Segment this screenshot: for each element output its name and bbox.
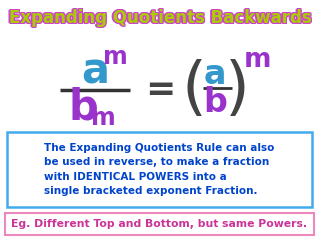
Text: Expanding Quotients Backwards: Expanding Quotients Backwards <box>10 8 312 26</box>
Text: Expanding Quotients Backwards: Expanding Quotients Backwards <box>9 8 311 26</box>
Text: m: m <box>244 47 272 73</box>
Text: a: a <box>204 59 226 91</box>
Text: ): ) <box>225 59 249 121</box>
Text: The Expanding Quotients Rule can also
be used in reverse, to make a fraction
wit: The Expanding Quotients Rule can also be… <box>44 143 275 196</box>
Text: Expanding Quotients Backwards: Expanding Quotients Backwards <box>10 10 312 28</box>
Text: Eg. Different Top and Bottom, but same Powers.: Eg. Different Top and Bottom, but same P… <box>12 219 308 229</box>
Text: b: b <box>68 87 98 129</box>
Text: a: a <box>81 51 109 93</box>
Text: Expanding Quotients Backwards: Expanding Quotients Backwards <box>8 10 310 28</box>
Text: (: ( <box>181 59 206 121</box>
Text: b: b <box>203 86 227 120</box>
Text: Expanding Quotients Backwards: Expanding Quotients Backwards <box>9 10 311 28</box>
Text: Expanding Quotients Backwards: Expanding Quotients Backwards <box>7 9 310 27</box>
FancyBboxPatch shape <box>5 213 314 235</box>
Text: Expanding Quotients Backwards: Expanding Quotients Backwards <box>10 9 313 27</box>
Text: m: m <box>103 45 127 69</box>
Text: Expanding Quotients Backwards: Expanding Quotients Backwards <box>8 8 310 26</box>
Text: =: = <box>145 73 175 107</box>
Text: Expanding Quotients Backwards: Expanding Quotients Backwards <box>9 9 311 27</box>
FancyBboxPatch shape <box>7 132 312 207</box>
Text: m: m <box>91 106 116 130</box>
